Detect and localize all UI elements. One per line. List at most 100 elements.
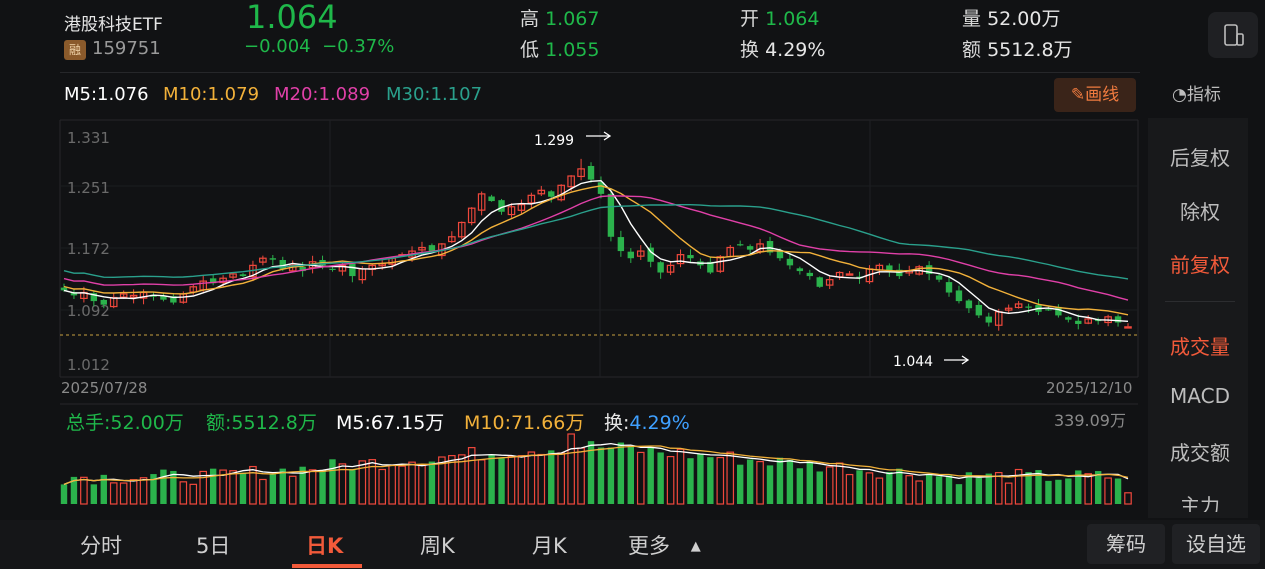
- candle-body: [707, 261, 714, 273]
- volume-bar: [329, 459, 336, 504]
- volume-bar: [806, 461, 813, 504]
- volume-bar: [965, 472, 973, 504]
- volume-bar: [935, 476, 943, 504]
- tab-intraday[interactable]: 分时: [80, 534, 122, 558]
- volume-bar: [139, 477, 148, 505]
- volume-bar: [179, 481, 188, 505]
- indicator-button[interactable]: ◔指标: [1172, 85, 1221, 105]
- volume-bar: [189, 483, 198, 505]
- add-favorite-button[interactable]: 设自选: [1172, 524, 1260, 564]
- volume-bar: [219, 469, 227, 505]
- side-item-pre-adjust[interactable]: 前复权: [1170, 253, 1230, 277]
- tab-weekly-k[interactable]: 周K: [420, 534, 455, 558]
- side-item-volume[interactable]: 成交量: [1170, 335, 1230, 359]
- candle-body: [498, 200, 505, 212]
- candle-body: [736, 244, 744, 246]
- volume-bar: [129, 479, 138, 505]
- gauge-icon: ◔: [1172, 85, 1187, 105]
- side-item-post-adjust[interactable]: 后复权: [1170, 146, 1230, 170]
- candle-body: [825, 279, 834, 286]
- tab-monthly-k[interactable]: 月K: [532, 534, 567, 558]
- volume-bar: [666, 455, 675, 505]
- candle-body: [259, 257, 267, 263]
- volume-bar: [170, 470, 177, 504]
- candle-body: [338, 264, 347, 272]
- y-tick: 1.172: [67, 240, 110, 258]
- candle-body: [975, 304, 983, 316]
- tab-5day[interactable]: 5日: [196, 534, 231, 558]
- ma5-line: [63, 179, 1129, 322]
- max-annotation: 1.299: [534, 133, 574, 149]
- candle-body: [219, 277, 227, 284]
- volume-bar: [1014, 468, 1023, 505]
- volume-bar: [467, 447, 476, 505]
- active-tab-indicator: [292, 564, 362, 568]
- volume-ma10: M10:71.66万: [464, 412, 585, 434]
- candle-body: [537, 189, 546, 195]
- volume-bar: [896, 468, 903, 504]
- volume-bar: [150, 474, 157, 504]
- ma20-line: [63, 195, 1129, 301]
- candle-body: [1014, 303, 1023, 309]
- volume-bar: [358, 460, 367, 505]
- low-stat: 低 1.055: [520, 39, 600, 61]
- candle-body: [597, 182, 605, 194]
- ma10-label: M10:1.079: [163, 84, 260, 105]
- y-tick: 1.012: [67, 356, 110, 374]
- volume-bar: [249, 465, 257, 505]
- landscape-toggle-button[interactable]: [1208, 12, 1258, 58]
- ma10-line: [63, 185, 1129, 316]
- volume-bar: [1025, 472, 1032, 504]
- volume-bar: [647, 447, 654, 504]
- candle-body: [925, 265, 933, 274]
- candle-body: [299, 267, 306, 272]
- volume-bar: [1004, 482, 1013, 505]
- candle-body: [70, 292, 78, 296]
- candle-body: [448, 236, 456, 243]
- volume-bar: [349, 470, 356, 504]
- candle-body: [647, 247, 654, 262]
- volume-bar: [388, 464, 396, 505]
- volume-bar: [746, 459, 754, 504]
- candle-body: [796, 268, 804, 272]
- candle-body: [1075, 320, 1082, 324]
- ma30-label: M30:1.107: [386, 84, 483, 105]
- candle-body: [229, 273, 237, 278]
- candle-body: [60, 287, 68, 291]
- draw-line-button[interactable]: ✎画线: [1054, 78, 1136, 112]
- volume-amount: 额:5512.8万: [206, 412, 317, 434]
- bottom-tab-bar: [0, 520, 1265, 569]
- candle-body: [349, 263, 356, 277]
- candle-body: [676, 254, 685, 265]
- volume-bar: [875, 477, 884, 505]
- side-item-main-force[interactable]: 主力: [1180, 494, 1220, 512]
- side-item-macd[interactable]: MACD: [1170, 384, 1230, 408]
- volume-bar: [488, 455, 495, 504]
- volume-bar: [636, 451, 645, 505]
- volume-bar: [994, 472, 1003, 505]
- side-item-ex-rights[interactable]: 除权: [1180, 200, 1220, 224]
- volume-bar: [697, 453, 704, 504]
- volume-bar: [756, 460, 764, 505]
- volume-ma-lines: [63, 442, 1129, 486]
- volume-bar: [477, 459, 486, 505]
- phone-rotate-icon: [1224, 24, 1244, 46]
- volume-bar: [1055, 479, 1062, 504]
- volume-bar: [945, 475, 953, 504]
- tab-daily-k[interactable]: 日K: [306, 534, 344, 558]
- side-item-amount[interactable]: 成交额: [1170, 441, 1230, 465]
- candle-body: [90, 293, 98, 302]
- volume-bar: [816, 471, 823, 504]
- kline-chart[interactable]: 1.331 1.251 1.172 1.092 1.012 2025/07/28…: [0, 0, 1145, 520]
- candles: [60, 158, 1132, 331]
- tab-more[interactable]: 更多 ▲: [628, 534, 701, 558]
- max-arrow-icon: [586, 131, 612, 141]
- volume-bar: [905, 475, 914, 505]
- x-start-label: 2025/07/28: [61, 379, 147, 397]
- chips-button[interactable]: 筹码: [1087, 524, 1165, 564]
- volume-bar: [299, 466, 306, 504]
- candle-body: [636, 250, 645, 257]
- volume-bar: [308, 469, 317, 505]
- volume-bar: [786, 459, 794, 504]
- volume-bar: [438, 456, 446, 505]
